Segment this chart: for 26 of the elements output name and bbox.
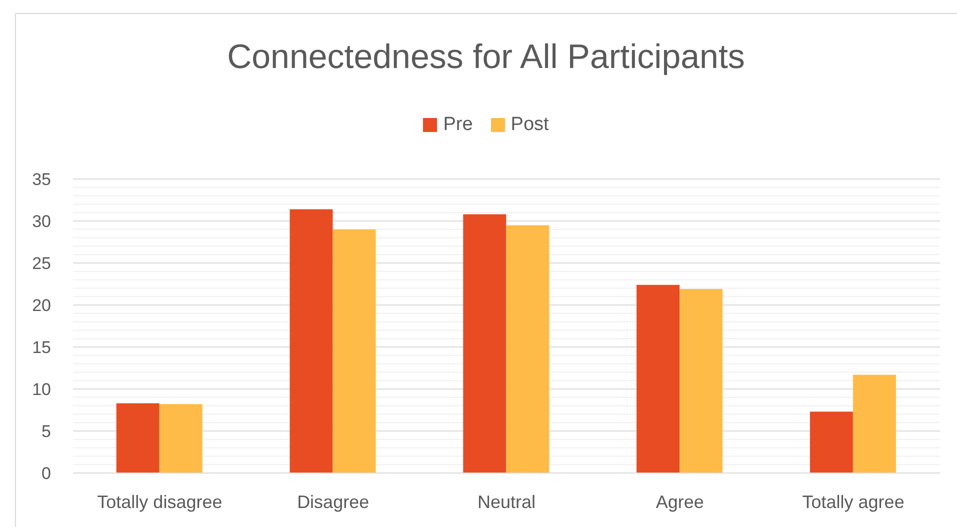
y-tick-label: 5 [42,422,51,442]
bar [332,229,376,473]
x-tick-label: Totally disagree [97,492,222,512]
y-tick-label: 35 [32,170,51,190]
bar [680,289,723,473]
y-tick-label: 20 [32,296,51,316]
x-tick-label: Agree [656,492,704,512]
bar [116,403,160,473]
legend-label: Post [510,114,549,136]
bar [852,374,896,473]
bar [159,404,202,473]
x-tick-label: Totally agree [802,492,904,512]
y-tick-label: 25 [32,254,51,274]
x-tick-label: Disagree [297,492,370,512]
y-tick-label: 30 [32,212,51,232]
chart-title: Connectedness for All Participants [226,38,746,77]
x-tick-label: Neutral [477,492,536,512]
bar [290,209,333,473]
y-tick-label: 10 [32,380,51,400]
bar [463,214,506,473]
y-tick-label: 15 [32,338,51,358]
legend-label: Pre [443,114,473,136]
bar [506,225,550,473]
y-tick-label: 0 [42,464,51,484]
bar [636,284,680,473]
bar [810,412,853,473]
